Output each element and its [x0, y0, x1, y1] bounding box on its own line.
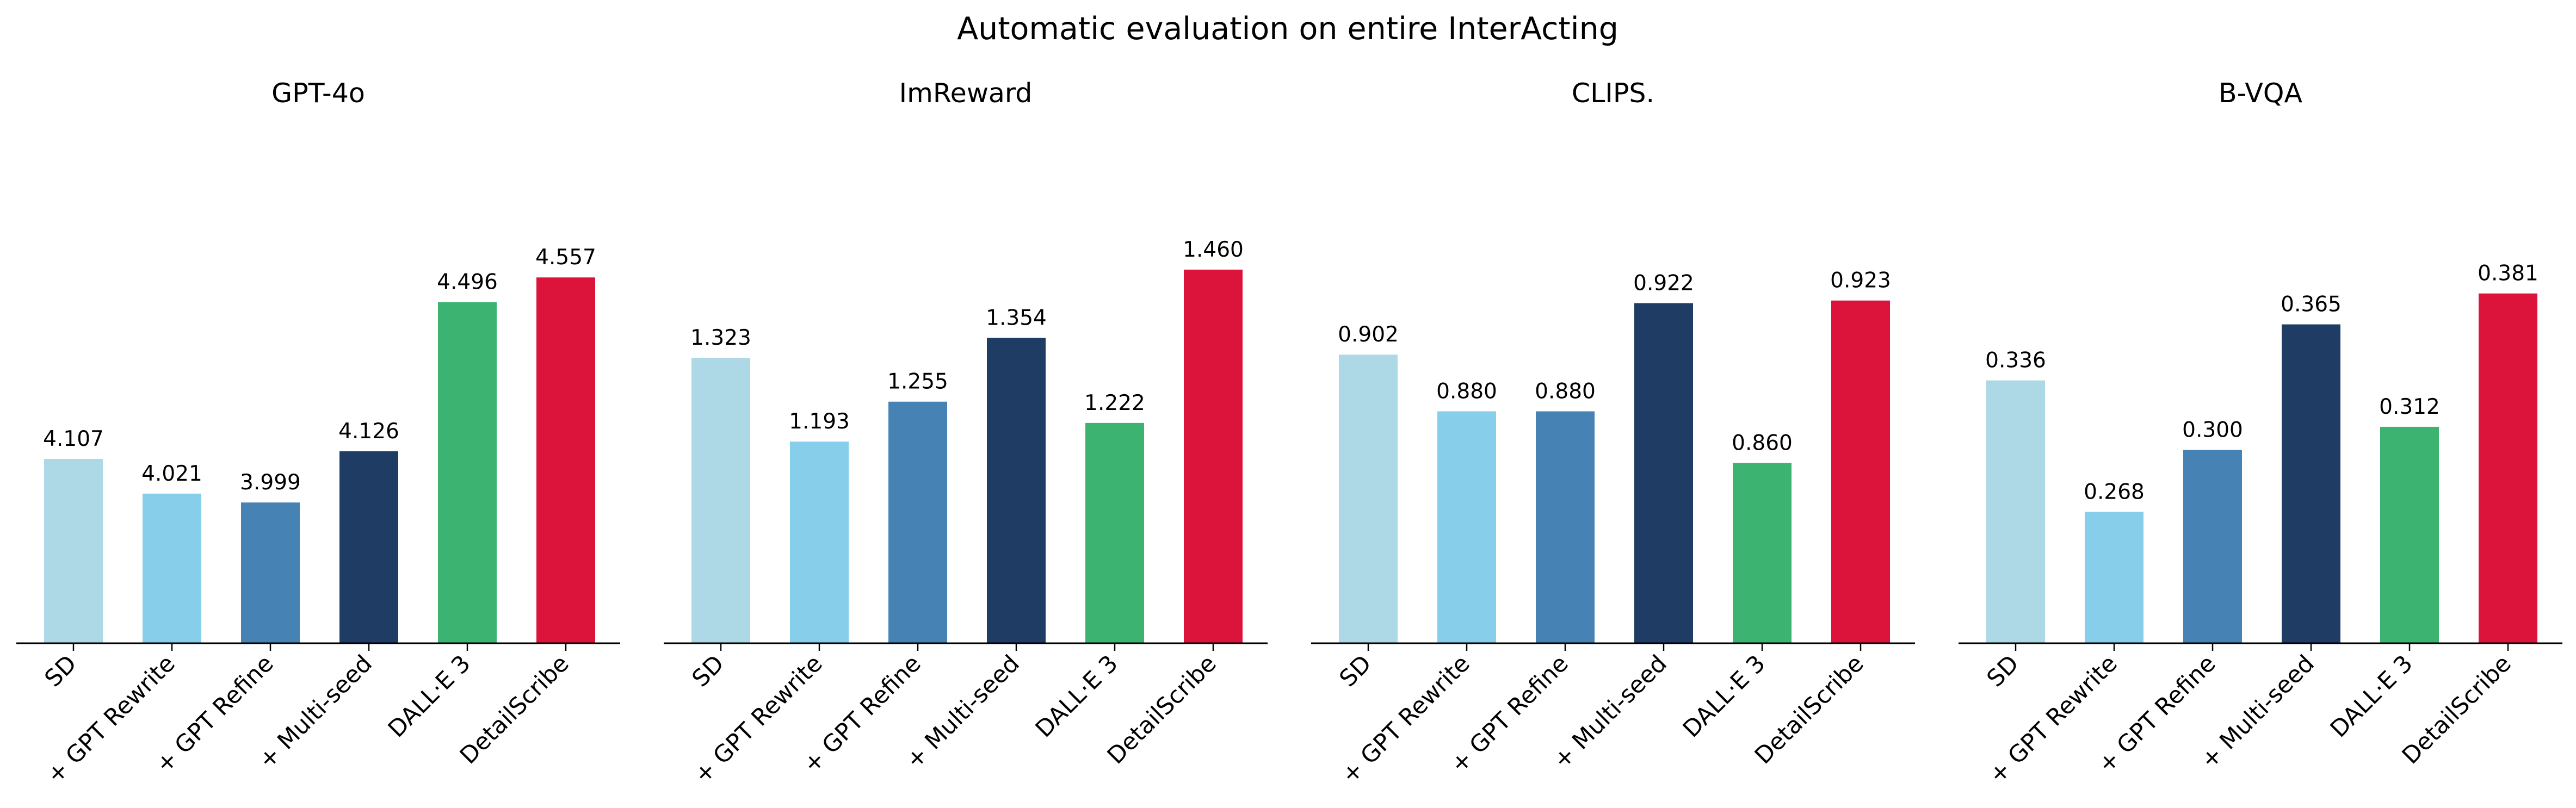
value-label-b-vqa-dall-e-3: 0.312 — [2379, 395, 2440, 419]
bar-b-vqa-dall-e-3 — [2380, 426, 2439, 643]
panel-title-gpt-4o: GPT-4o — [271, 78, 365, 109]
panel-title-imreward: ImReward — [899, 78, 1033, 109]
bar-clips-detailscribe — [1831, 300, 1890, 643]
bar-clips-multi-seed — [1634, 303, 1693, 643]
value-label-b-vqa-multi-seed: 0.365 — [2281, 293, 2342, 317]
value-label-clips-multi-seed: 0.922 — [1633, 271, 1694, 295]
panel-title-clips: CLIPS. — [1572, 78, 1654, 109]
value-label-clips-gpt-refine: 0.880 — [1535, 380, 1596, 404]
tick-label-clips-sd: SD — [1335, 650, 1377, 692]
tick-label-clips-dall-e-3: DALL·E 3 — [1678, 650, 1771, 743]
value-label-b-vqa-sd: 0.336 — [1985, 349, 2046, 373]
value-label-imreward-gpt-rewrite: 1.193 — [789, 409, 850, 434]
bar-b-vqa-sd — [1986, 380, 2045, 643]
tick-label-gpt-4o-sd: SD — [40, 650, 82, 692]
bar-imreward-gpt-rewrite — [790, 442, 849, 643]
value-label-b-vqa-gpt-rewrite: 0.268 — [2084, 480, 2145, 504]
bar-clips-gpt-rewrite — [1437, 411, 1496, 643]
value-label-gpt-4o-multi-seed: 4.126 — [338, 419, 399, 444]
bar-imreward-detailscribe — [1184, 269, 1243, 644]
bar-imreward-multi-seed — [987, 338, 1046, 643]
value-label-clips-sd: 0.902 — [1338, 322, 1399, 347]
value-label-clips-gpt-rewrite: 0.880 — [1436, 380, 1497, 404]
bar-gpt-4o-dall-e-3 — [438, 302, 497, 643]
panel-title-b-vqa: B-VQA — [2219, 78, 2303, 109]
bar-clips-gpt-refine — [1536, 411, 1595, 643]
value-label-imreward-multi-seed: 1.354 — [986, 306, 1047, 330]
bar-b-vqa-multi-seed — [2282, 324, 2340, 643]
figure-title: Automatic evaluation on entire InterActi… — [957, 11, 1619, 47]
value-label-clips-dall-e-3: 0.860 — [1732, 431, 1793, 455]
tick-label-gpt-4o-dall-e-3: DALL·E 3 — [383, 650, 476, 743]
tick-label-imreward-sd: SD — [687, 650, 730, 692]
bar-gpt-4o-gpt-rewrite — [143, 493, 201, 643]
value-label-gpt-4o-sd: 4.107 — [43, 427, 104, 451]
tick-label-b-vqa-dall-e-3: DALL·E 3 — [2325, 650, 2418, 743]
value-label-b-vqa-gpt-refine: 0.300 — [2182, 418, 2243, 443]
value-label-imreward-sd: 1.323 — [690, 326, 751, 350]
bar-gpt-4o-multi-seed — [339, 451, 398, 643]
tick-label-b-vqa-sd: SD — [1982, 650, 2024, 692]
bar-imreward-sd — [691, 358, 750, 643]
value-label-gpt-4o-gpt-refine: 3.999 — [240, 470, 301, 495]
value-label-imreward-detailscribe: 1.460 — [1183, 238, 1244, 262]
tick-label-imreward-dall-e-3: DALL·E 3 — [1030, 650, 1123, 743]
value-label-imreward-gpt-refine: 1.255 — [887, 370, 948, 394]
value-label-gpt-4o-detailscribe: 4.557 — [535, 245, 596, 270]
bar-clips-dall-e-3 — [1733, 463, 1792, 643]
value-label-gpt-4o-dall-e-3: 4.496 — [437, 270, 498, 294]
bar-imreward-gpt-refine — [888, 401, 947, 643]
bar-gpt-4o-sd — [44, 459, 103, 643]
value-label-b-vqa-detailscribe: 0.381 — [2478, 262, 2538, 286]
bar-b-vqa-gpt-rewrite — [2085, 512, 2143, 643]
bar-imreward-dall-e-3 — [1085, 422, 1144, 643]
value-label-gpt-4o-gpt-rewrite: 4.021 — [141, 462, 202, 486]
bar-gpt-4o-gpt-refine — [241, 502, 300, 643]
value-label-clips-detailscribe: 0.923 — [1830, 269, 1891, 293]
value-label-imreward-dall-e-3: 1.222 — [1084, 391, 1145, 415]
bar-b-vqa-gpt-refine — [2183, 450, 2242, 643]
bar-gpt-4o-detailscribe — [536, 277, 595, 643]
bar-clips-sd — [1339, 355, 1398, 643]
bar-b-vqa-detailscribe — [2479, 293, 2537, 643]
